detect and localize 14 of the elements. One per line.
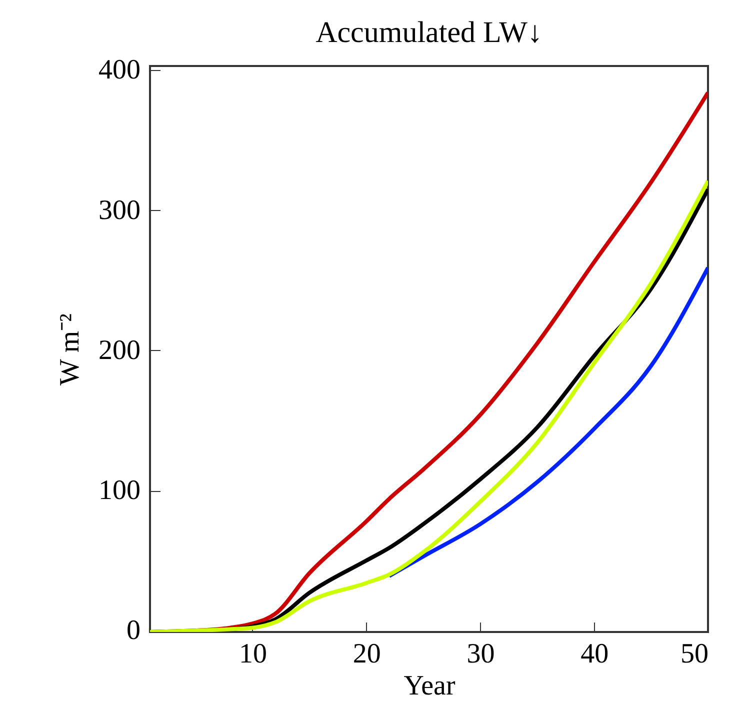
line-series [387, 266, 708, 578]
y-axis-title: W m⁻² [54, 313, 86, 386]
y-tick-label: 200 [98, 334, 140, 366]
x-tick-label: 40 [580, 638, 609, 670]
y-tick-label: 100 [98, 475, 140, 506]
y-tick-label: 0 [126, 615, 140, 646]
x-axis-title: Year [404, 670, 456, 702]
x-tick-label: 30 [466, 638, 495, 670]
x-tick-label: 50 [680, 638, 708, 670]
x-tick-label: 20 [352, 638, 381, 670]
y-tick-label: 400 [98, 54, 140, 86]
x-tick-label: 10 [238, 638, 267, 670]
y-tick-label: 300 [98, 194, 140, 226]
chart-title: Accumulated LW↓ [316, 16, 542, 50]
